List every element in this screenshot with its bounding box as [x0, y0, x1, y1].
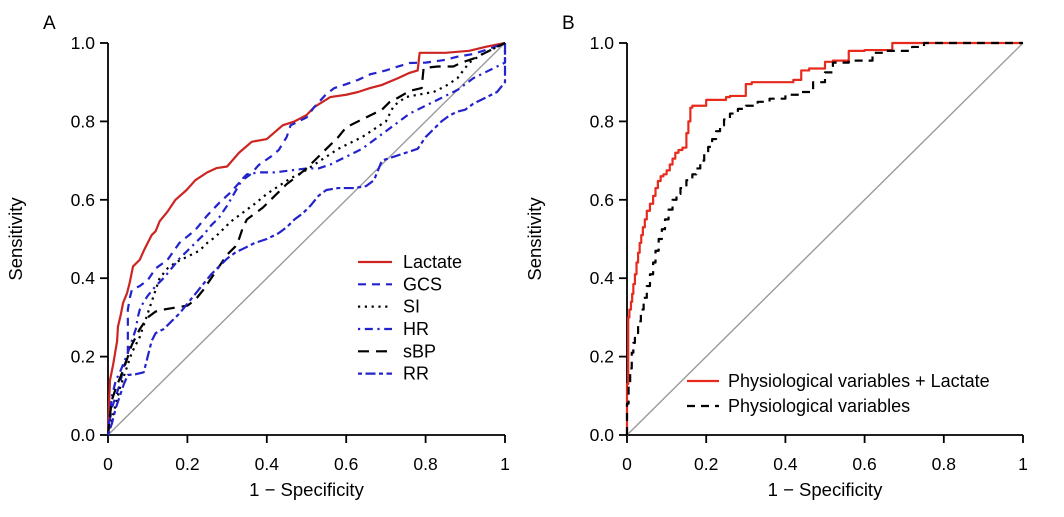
curve-gcs [106, 41, 506, 436]
y-axis-title: Sensitivity [5, 197, 26, 281]
y-tick-label: 1.0 [590, 33, 615, 53]
curve-physiological-variables [625, 41, 1023, 435]
y-tick-label: 0.0 [71, 425, 96, 445]
x-tick-label: 1 [500, 454, 510, 474]
y-tick-label: 0.8 [71, 111, 95, 131]
y-tick-label: 0.8 [590, 111, 614, 131]
x-tick-label: 0.4 [773, 454, 798, 474]
panel-b-letter: B [562, 13, 575, 34]
panel-a-letter: A [43, 13, 56, 34]
x-tick-label: 0.4 [255, 454, 280, 474]
y-tick-label: 0.2 [71, 347, 95, 367]
legend-label-rr: RR [403, 364, 429, 384]
x-tick-label: 0.6 [334, 454, 358, 474]
reference-diagonal [107, 42, 506, 436]
panel-a: A 0 0.2 0.4 0.6 0.8 1 0.0 0.2 0.4 0.6 0.8 1.0 1 − Spe… [5, 13, 510, 500]
x-tick-label: 0.6 [852, 454, 876, 474]
curve-si [106, 42, 506, 436]
curve-lactate [106, 41, 506, 436]
x-tick-label: 0.8 [413, 454, 437, 474]
legend-label-lactate: Lactate [403, 252, 462, 272]
curve-rr [106, 43, 507, 436]
y-tick-label: 0.4 [590, 268, 615, 288]
legend-label-sbp: sBP [403, 341, 436, 361]
reference-diagonal [626, 42, 1024, 436]
legend-label-gcs: GCS [403, 274, 442, 294]
x-axis-title: 1 − Specificity [768, 479, 883, 500]
y-tick-label: 0.4 [71, 268, 96, 288]
x-tick-label: 0.8 [932, 454, 956, 474]
legend-label-physiological-variables-lactate: Physiological variables + Lactate [728, 371, 990, 391]
x-axis-title: 1 − Specificity [249, 479, 364, 500]
y-tick-label: 0.6 [71, 190, 95, 210]
x-tick-label: 0.2 [175, 454, 199, 474]
x-tick-label: 0 [622, 454, 632, 474]
y-tick-label: 0.2 [590, 347, 614, 367]
curve-sbp [106, 42, 506, 436]
x-tick-label: 0.2 [694, 454, 718, 474]
x-tick-label: 0 [103, 454, 113, 474]
y-tick-label: 1.0 [71, 33, 96, 53]
y-tick-label: 0.0 [590, 425, 615, 445]
legend-label-physiological-variables: Physiological variables [728, 396, 910, 416]
y-axis-title: Sensitivity [524, 197, 545, 281]
y-tick-label: 0.6 [590, 190, 614, 210]
curve-physiological-variables-lactate [625, 41, 1023, 435]
panel-b: B 0 0.2 0.4 0.6 0.8 1 0.0 0.2 0.4 0.6 0.8 1.0 1 − Spe… [524, 13, 1028, 500]
legend-label-si: SI [403, 297, 420, 317]
curve-hr [106, 43, 507, 436]
panel-b-legend: Physiological variables + Lactate Physiol… [687, 371, 990, 416]
legend-label-hr: HR [403, 319, 429, 339]
x-tick-label: 1 [1018, 454, 1028, 474]
